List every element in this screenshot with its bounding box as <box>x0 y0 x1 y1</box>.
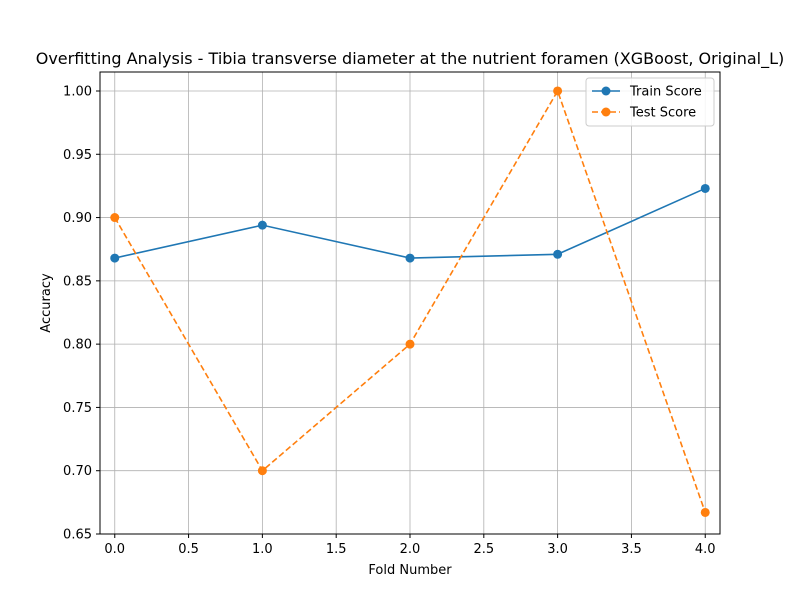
legend-marker <box>601 86 611 96</box>
y-tick-label: 0.95 <box>63 148 92 163</box>
data-point <box>405 339 415 349</box>
x-tick-label: 4.0 <box>695 542 716 557</box>
y-axis-label: Accuracy <box>39 273 54 333</box>
legend-label: Test Score <box>629 106 696 121</box>
y-tick-label: 0.80 <box>63 338 92 353</box>
legend-label: Train Score <box>629 85 702 100</box>
data-point <box>110 213 120 223</box>
series-layer <box>110 86 710 517</box>
x-tick-label: 1.0 <box>252 542 273 557</box>
chart-title: Overfitting Analysis - Tibia transverse … <box>36 49 785 69</box>
y-tick-label: 0.90 <box>63 211 92 226</box>
data-point <box>257 220 267 230</box>
y-tick-label: 0.70 <box>63 464 92 479</box>
y-tick-label: 1.00 <box>63 84 92 99</box>
data-point <box>700 507 710 517</box>
grid-lines <box>100 72 720 535</box>
data-point <box>405 253 415 263</box>
x-tick-label: 2.0 <box>400 542 421 557</box>
data-point <box>553 249 563 259</box>
legend-box <box>585 77 715 127</box>
x-tick-label: 0.0 <box>104 542 125 557</box>
x-tick-label: 2.5 <box>473 542 494 557</box>
x-tick-label: 3.5 <box>621 542 642 557</box>
axis-ticks: 0.0 0.5 1.0 1.5 2.0 2.5 3.0 3.5 4.0 0.65 0.70 0.75 0… <box>63 84 716 557</box>
y-tick-label: 0.65 <box>63 528 92 543</box>
y-tick-label: 0.75 <box>63 401 92 416</box>
legend: Train Score Test Score <box>585 77 715 127</box>
x-tick-label: 3.0 <box>547 542 568 557</box>
x-axis-label: Fold Number <box>368 563 452 578</box>
data-point <box>257 466 267 476</box>
legend-marker <box>601 107 611 117</box>
x-tick-label: 1.5 <box>326 542 347 557</box>
series-test-score <box>110 86 710 517</box>
data-point <box>700 183 710 193</box>
x-tick-label: 0.5 <box>178 542 199 557</box>
y-tick-label: 0.85 <box>63 274 92 289</box>
data-point <box>553 86 563 96</box>
data-point <box>110 253 120 263</box>
